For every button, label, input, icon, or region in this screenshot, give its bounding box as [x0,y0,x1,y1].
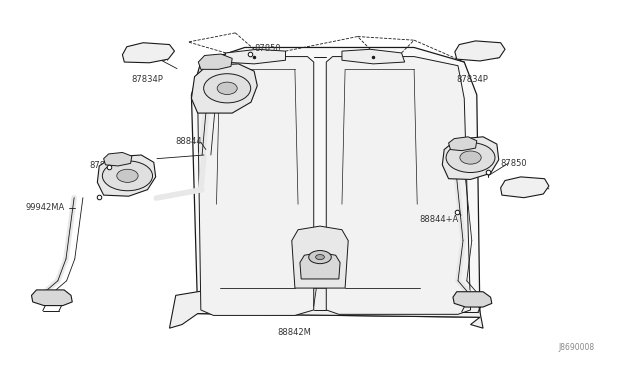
Polygon shape [326,57,470,314]
Text: 87850: 87850 [500,159,527,168]
Polygon shape [300,252,340,279]
Polygon shape [122,43,175,63]
Text: 99942MA: 99942MA [25,203,65,212]
Polygon shape [223,49,285,64]
Text: 87834P: 87834P [457,75,488,84]
Ellipse shape [102,161,152,191]
Polygon shape [449,137,477,151]
Text: 88844+A: 88844+A [419,215,458,224]
Text: 87850: 87850 [254,44,281,53]
Ellipse shape [446,142,495,173]
Text: 88844: 88844 [176,137,202,146]
Text: 87834P: 87834P [500,188,532,197]
Polygon shape [500,177,549,198]
Polygon shape [170,288,483,328]
Ellipse shape [460,151,481,164]
Text: 87834P: 87834P [132,75,164,84]
Polygon shape [342,49,404,64]
Polygon shape [292,226,348,288]
Circle shape [308,250,332,264]
Polygon shape [104,153,132,166]
Polygon shape [198,57,314,315]
Polygon shape [455,41,505,61]
Ellipse shape [116,169,138,182]
Polygon shape [191,48,480,317]
Text: 87850: 87850 [89,161,116,170]
Circle shape [316,254,324,260]
Polygon shape [191,64,257,113]
Ellipse shape [204,74,251,103]
Polygon shape [97,155,156,196]
Polygon shape [442,137,499,179]
Text: 88842M: 88842M [277,328,311,337]
Ellipse shape [217,82,237,94]
Text: J8690008: J8690008 [558,343,595,352]
Polygon shape [198,54,232,69]
Polygon shape [31,290,72,305]
Polygon shape [453,292,492,307]
